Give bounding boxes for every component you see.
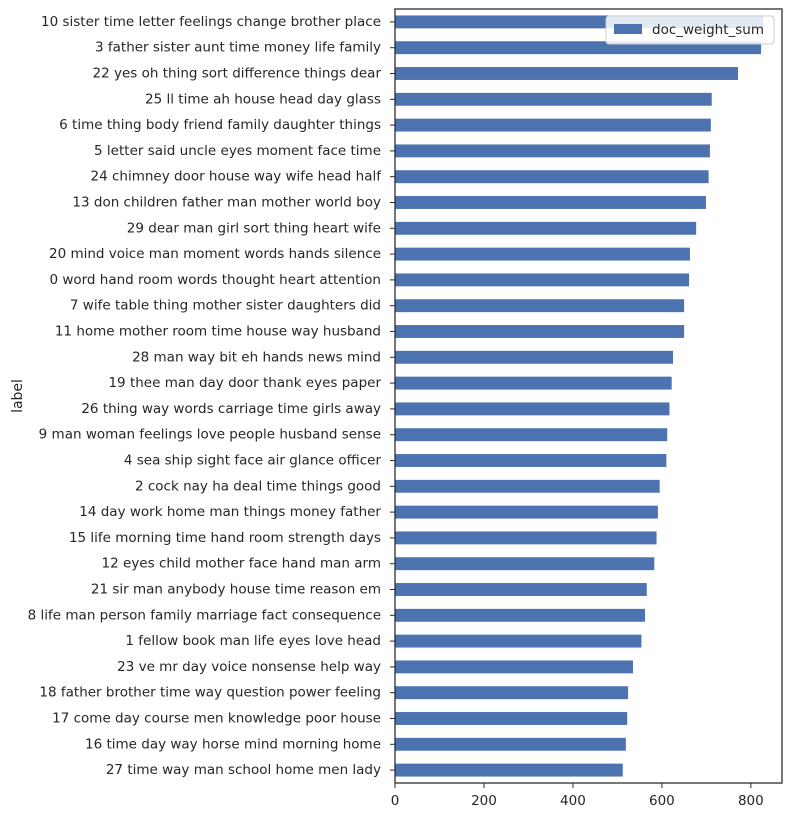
bar — [395, 686, 629, 700]
y-tick-label: 13 don children father man mother world … — [72, 195, 381, 211]
bar — [395, 376, 672, 390]
x-tick-label: 200 — [471, 793, 497, 809]
legend: doc_weight_sum — [605, 15, 775, 45]
bar — [395, 531, 657, 545]
plot-frame — [394, 8, 783, 784]
x-tick-label: 400 — [560, 793, 586, 809]
y-tick-label: 18 father brother time way question powe… — [39, 685, 381, 701]
y-tick-label: 7 wife table thing mother sister daughte… — [70, 298, 381, 314]
bar — [395, 247, 690, 261]
bar — [395, 479, 660, 493]
y-tick-label: 23 ve mr day voice nonsense help way — [117, 659, 381, 675]
y-tick-label: 29 dear man girl sort thing heart wife — [127, 220, 381, 236]
bar — [395, 221, 697, 235]
legend-entry-label: doc_weight_sum — [652, 22, 764, 38]
bar — [395, 196, 706, 209]
bar — [395, 737, 626, 751]
y-tick-label: 14 day work home man things money father — [79, 504, 381, 520]
x-tick-label: 0 — [391, 793, 400, 809]
y-tick-label: 17 come day course men knowledge poor ho… — [52, 711, 381, 727]
y-tick-label: 5 letter said uncle eyes moment face tim… — [94, 143, 381, 159]
bar — [395, 428, 668, 442]
y-tick-label: 12 eyes child mother face hand man arm — [102, 556, 381, 572]
y-tick-label: 6 time thing body friend family daughter… — [59, 117, 381, 133]
y-tick-label: 0 word hand room words thought heart att… — [49, 272, 381, 288]
y-ticks-group: 10 sister time letter feelings change br… — [28, 14, 395, 778]
bar — [395, 118, 711, 132]
bar — [395, 67, 738, 80]
bar — [395, 583, 647, 596]
y-tick-label: 1 fellow book man life eyes love head — [125, 633, 381, 649]
y-tick-label: 10 sister time letter feelings change br… — [41, 14, 381, 30]
bar — [395, 557, 655, 571]
y-tick-label: 9 man woman feelings love people husband… — [39, 427, 381, 443]
bar — [395, 402, 670, 416]
legend-frame — [605, 15, 775, 45]
x-tick-label: 800 — [738, 793, 764, 809]
x-tick-label: 600 — [649, 793, 675, 809]
bar — [395, 350, 674, 364]
y-tick-label: 16 time day way horse mind morning home — [85, 736, 381, 752]
y-tick-label: 20 mind voice man moment words hands sil… — [49, 246, 381, 262]
bar — [395, 660, 633, 674]
y-tick-label: 22 yes oh thing sort difference things d… — [93, 66, 382, 82]
y-tick-label: 21 sir man anybody house time reason em — [91, 582, 381, 598]
bar — [395, 92, 712, 106]
bar — [395, 454, 667, 467]
bar — [395, 763, 623, 777]
bar — [395, 273, 690, 287]
bars-group — [395, 15, 764, 777]
bar — [395, 299, 685, 313]
x-ticks-group: 0 200 400 600 800 — [391, 783, 764, 809]
y-tick-label: 19 thee man day door thank eyes paper — [108, 375, 381, 391]
y-tick-label: 15 life morning time hand room strength … — [69, 530, 381, 546]
y-tick-label: 3 father sister aunt time money life fam… — [95, 40, 381, 56]
bar — [395, 325, 685, 338]
y-tick-label: 8 life man person family marriage fact c… — [28, 607, 381, 623]
y-axis-title: label — [10, 379, 26, 413]
y-tick-label: 11 home mother room time house way husba… — [55, 324, 381, 340]
y-tick-label: 25 ll time ah house head day glass — [145, 91, 381, 107]
y-tick-label: 28 man way bit eh hands news mind — [132, 349, 381, 365]
y-tick-label: 24 chimney door house way wife head half — [91, 169, 383, 185]
y-tick-label: 2 cock nay ha deal time things good — [135, 478, 381, 494]
bar — [395, 712, 628, 725]
bar — [395, 634, 642, 648]
bar — [395, 608, 645, 622]
bar — [395, 505, 658, 519]
y-tick-label: 4 sea ship sight face air glance officer — [124, 453, 382, 469]
bar — [395, 170, 709, 184]
y-tick-label: 26 thing way words carriage time girls a… — [81, 401, 381, 417]
bar — [395, 144, 710, 158]
legend-swatch — [614, 24, 642, 34]
y-tick-label: 27 time way man school home men lady — [106, 762, 381, 778]
